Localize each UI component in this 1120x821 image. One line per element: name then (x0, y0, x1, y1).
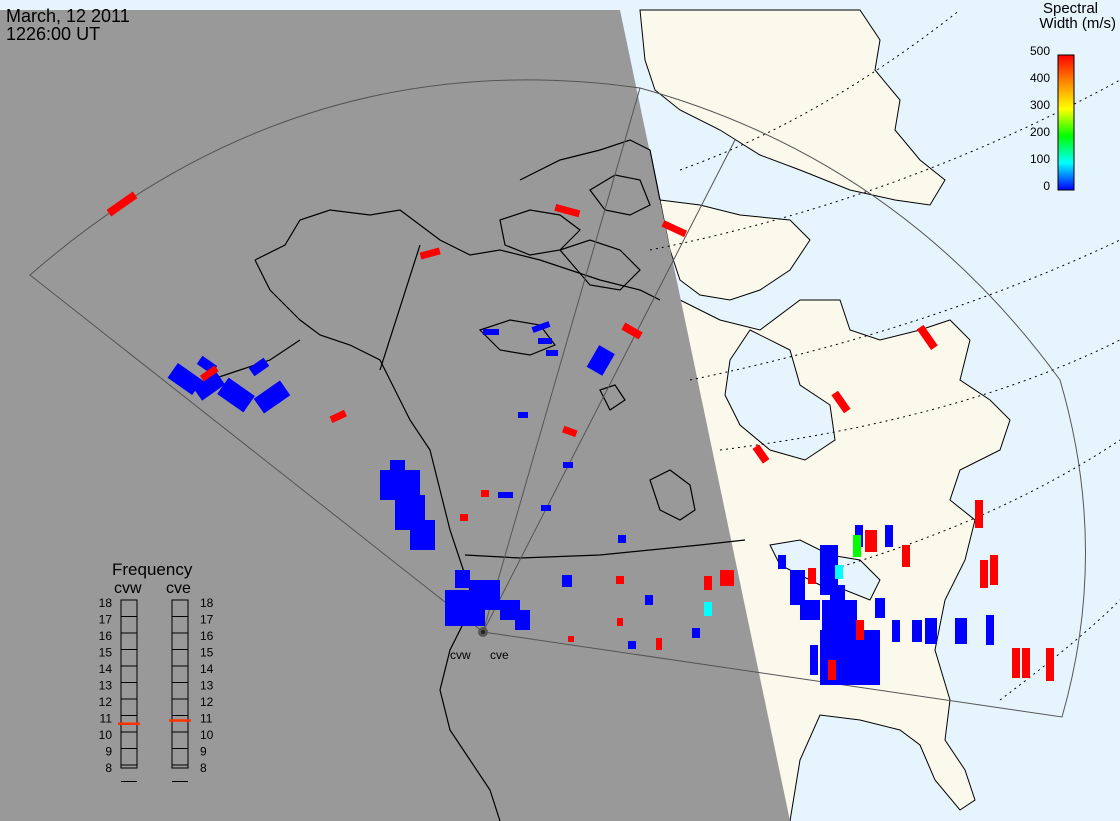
greenland-land (639, 9, 946, 206)
colorbar-tick-100: 100 (1030, 152, 1050, 166)
frequency-tick-right: 14 (200, 662, 214, 676)
frequency-tick-right: 11 (200, 712, 213, 726)
frequency-tick-right: 18 (200, 596, 214, 610)
frequency-tick-left: 13 (99, 679, 113, 693)
colorbar-tick-200: 200 (1030, 125, 1050, 139)
echoes-low-width (167, 321, 994, 685)
hudson-bay (724, 329, 836, 461)
colorbar-tick-300: 300 (1030, 98, 1050, 112)
frequency-tick-left: 10 (99, 728, 113, 742)
frequency-tick-right: 16 (200, 629, 214, 643)
frequency-tick-left: 9 (105, 745, 112, 759)
colorbar-tick-400: 400 (1030, 71, 1050, 85)
frequency-markers (118, 719, 191, 725)
colorbar-ticks: 500 400 300 200 100 0 (1030, 44, 1050, 193)
radar-label-cve: cve (490, 648, 509, 662)
colorbar-scale (1057, 54, 1075, 191)
frequency-tick-left: 14 (99, 662, 113, 676)
frequency-radar-cve: cve (166, 580, 191, 597)
frequency-scale: 18 18 17 17 16 16 15 15 14 14 13 13 12 12 11 11 10 10 9 9 8 8 (99, 596, 214, 782)
frequency-tick-right: 10 (200, 728, 214, 742)
night-side-shading (0, 10, 790, 821)
radar-site-markers (478, 627, 488, 637)
frequency-tick-right: 17 (200, 613, 214, 627)
frequency-tick-left: 12 (99, 695, 113, 709)
colorbar-title-2: Width (m/s) (1039, 15, 1116, 32)
frequency-tick-right: 9 (200, 745, 207, 759)
date-label: March, 12 2011 (6, 6, 130, 26)
radar-fov-inner (482, 87, 736, 633)
frequency-tick-right: 8 (200, 761, 207, 775)
radar-label-cvw: cvw (450, 648, 471, 662)
frequency-tick-left: 11 (100, 712, 113, 726)
colorbar-title-1: Spectral (1043, 0, 1098, 17)
frequency-tick-left: 16 (99, 629, 113, 643)
frequency-tick-left: 18 (99, 596, 113, 610)
colorbar-tick-0: 0 (1043, 179, 1050, 193)
echoes-high-width (106, 191, 1054, 681)
baffin-island (659, 199, 811, 301)
frequency-tick-left: 8 (105, 761, 112, 775)
frequency-tick-left: 17 (99, 613, 113, 627)
frequency-tick-right: 15 (200, 646, 214, 660)
time-label: 1226:00 UT (6, 24, 100, 44)
frequency-title: Frequency (112, 560, 193, 579)
radar-fov-outline (29, 79, 1086, 718)
frequency-tick-left: 15 (99, 646, 113, 660)
frequency-tick-right: 13 (200, 679, 214, 693)
colorbar-tick-500: 500 (1030, 44, 1050, 58)
country-borders (379, 244, 746, 559)
frequency-radar-cvw: cvw (114, 580, 142, 597)
frequency-columns (120, 599, 189, 769)
frequency-tick-right: 12 (200, 695, 214, 709)
echoes-mid-width (704, 535, 861, 616)
